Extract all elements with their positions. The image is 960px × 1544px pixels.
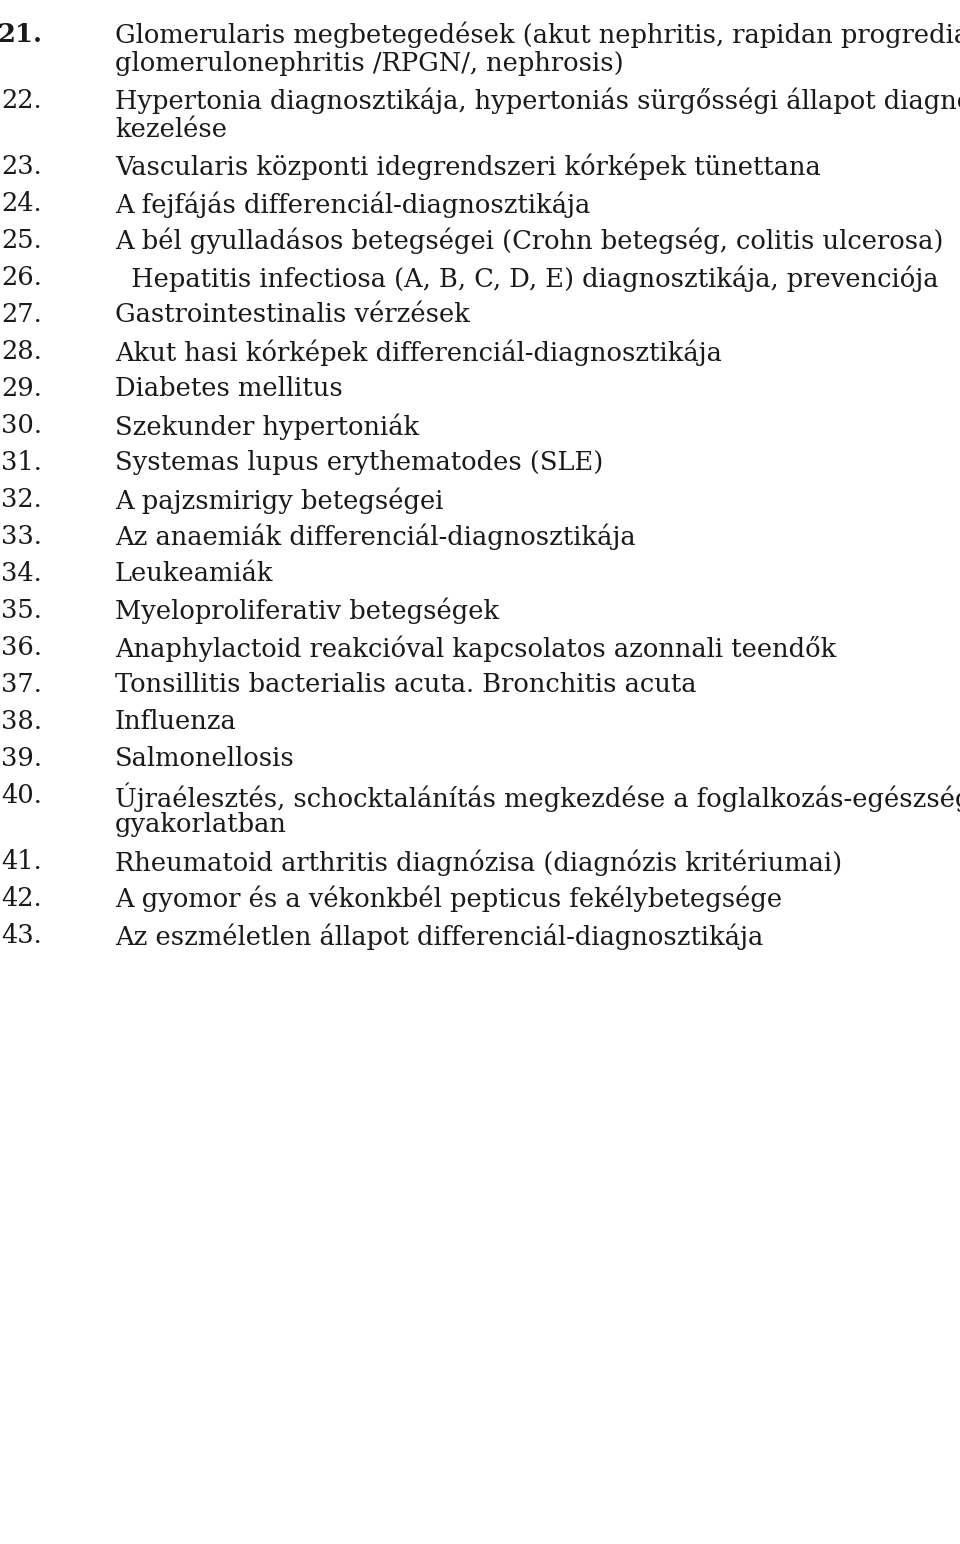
Text: Szekunder hypertoniák: Szekunder hypertoniák	[115, 412, 420, 440]
Text: 39.: 39.	[1, 746, 42, 770]
Text: 41.: 41.	[1, 849, 42, 874]
Text: 26.: 26.	[1, 266, 42, 290]
Text: 36.: 36.	[1, 635, 42, 659]
Text: Diabetes mellitus: Diabetes mellitus	[115, 377, 343, 401]
Text: Glomerularis megbetegedések (akut nephritis, rapidan progrediáló: Glomerularis megbetegedések (akut nephri…	[115, 22, 960, 48]
Text: 21.: 21.	[0, 22, 42, 46]
Text: 37.: 37.	[1, 672, 42, 696]
Text: 42.: 42.	[1, 886, 42, 911]
Text: Hepatitis infectiosa (A, B, C, D, E) diagnosztikája, prevenciója: Hepatitis infectiosa (A, B, C, D, E) dia…	[115, 266, 939, 292]
Text: 24.: 24.	[1, 191, 42, 216]
Text: Akut hasi kórképek differenciál-diagnosztikája: Akut hasi kórképek differenciál-diagnosz…	[115, 340, 722, 366]
Text: 28.: 28.	[1, 340, 42, 364]
Text: 35.: 35.	[1, 598, 42, 622]
Text: gyakorlatban: gyakorlatban	[115, 812, 287, 837]
Text: Leukeamiák: Leukeamiák	[115, 560, 274, 587]
Text: Vascularis központi idegrendszeri kórképek tünettana: Vascularis központi idegrendszeri kórkép…	[115, 154, 821, 181]
Text: 32.: 32.	[1, 486, 42, 513]
Text: 22.: 22.	[1, 88, 42, 113]
Text: 43.: 43.	[1, 923, 42, 948]
Text: Systemas lupus erythematodes (SLE): Systemas lupus erythematodes (SLE)	[115, 449, 603, 476]
Text: 30.: 30.	[1, 412, 42, 438]
Text: Az eszméletlen állapot differenciál-diagnosztikája: Az eszméletlen állapot differenciál-diag…	[115, 923, 763, 950]
Text: 33.: 33.	[1, 523, 42, 550]
Text: 38.: 38.	[1, 709, 42, 733]
Text: Influenza: Influenza	[115, 709, 237, 733]
Text: A gyomor és a vékonkbél pepticus fekélybetegsége: A gyomor és a vékonkbél pepticus fekélyb…	[115, 886, 782, 913]
Text: A pajzsmirigy betegségei: A pajzsmirigy betegségei	[115, 486, 444, 514]
Text: 23.: 23.	[1, 154, 42, 179]
Text: Myeloproliferativ betegségek: Myeloproliferativ betegségek	[115, 598, 499, 624]
Text: 25.: 25.	[1, 229, 42, 253]
Text: Anaphylactoid reakcióval kapcsolatos azonnali teendők: Anaphylactoid reakcióval kapcsolatos azo…	[115, 635, 836, 661]
Text: A bél gyulladásos betegségei (Crohn betegség, colitis ulcerosa): A bél gyulladásos betegségei (Crohn bete…	[115, 229, 944, 255]
Text: Rheumatoid arthritis diagnózisa (diagnózis kritériumai): Rheumatoid arthritis diagnózisa (diagnóz…	[115, 849, 842, 875]
Text: Az anaemiák differenciál-diagnosztikája: Az anaemiák differenciál-diagnosztikája	[115, 523, 636, 551]
Text: 27.: 27.	[1, 303, 42, 327]
Text: Salmonellosis: Salmonellosis	[115, 746, 295, 770]
Text: 29.: 29.	[1, 377, 42, 401]
Text: glomerulonephritis /RPGN/, nephrosis): glomerulonephritis /RPGN/, nephrosis)	[115, 51, 624, 76]
Text: Hypertonia diagnosztikája, hypertoniás sürgősségi állapot diagnosztikája és: Hypertonia diagnosztikája, hypertoniás s…	[115, 88, 960, 114]
Text: Gastrointestinalis vérzések: Gastrointestinalis vérzések	[115, 303, 469, 327]
Text: 31.: 31.	[1, 449, 42, 476]
Text: 40.: 40.	[1, 783, 42, 808]
Text: Újraélesztés, schocktalánítás megkezdése a foglalkozás-egészségügyi orvosi: Újraélesztés, schocktalánítás megkezdése…	[115, 783, 960, 812]
Text: A fejfájás differenciál-diagnosztikája: A fejfájás differenciál-diagnosztikája	[115, 191, 590, 218]
Text: Tonsillitis bacterialis acuta. Bronchitis acuta: Tonsillitis bacterialis acuta. Bronchiti…	[115, 672, 697, 696]
Text: 34.: 34.	[1, 560, 42, 587]
Text: kezelése: kezelése	[115, 117, 227, 142]
